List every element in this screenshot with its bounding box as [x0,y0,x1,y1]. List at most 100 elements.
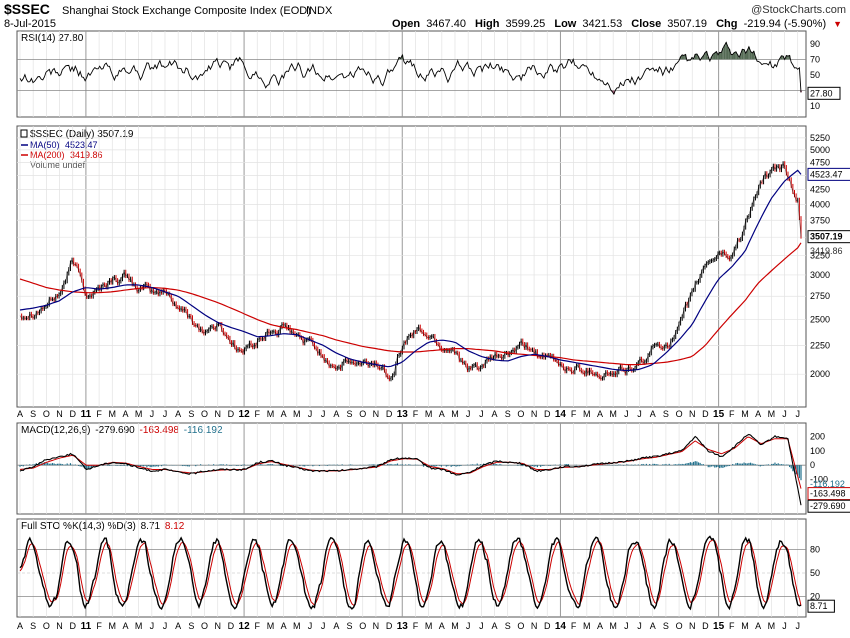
month-label-top-37: S [505,409,511,419]
month-label-top-59: J [795,409,800,419]
stoch-d-line [19,539,802,606]
month-label-top-30: F [413,409,419,419]
stoch-legend: Full STO %K(14,3) %D(3) 8.71 8.12 [21,521,185,532]
month-label-top-43: M [583,409,591,419]
month-label-bottom-54: F [729,621,735,631]
month-label-top-40: D [544,409,551,419]
month-label-top-54: F [729,409,735,419]
month-label-bottom-6: F [96,621,102,631]
month-label-bottom-49: S [663,621,669,631]
month-label-top-53: 15 [713,409,725,420]
month-label-top-56: A [755,409,761,419]
rsi-legend: RSI(14) 27.80 [21,33,84,44]
stoch-legend-k-value: 8.71 [141,521,161,532]
month-label-top-1: S [30,409,36,419]
month-label-top-45: M [609,409,617,419]
month-label-top-27: N [373,409,380,419]
macd-tick-1: 100 [810,446,825,456]
month-label-bottom-3: N [56,621,63,631]
price-plot: 5250500047504500425040003750350032503000… [17,129,850,382]
month-label-bottom-10: J [150,621,155,631]
rsi-panel [16,30,807,118]
high-value: 3599.25 [506,18,546,30]
month-label-top-32: A [439,409,445,419]
month-label-top-42: F [571,409,577,419]
month-label-top-50: O [676,409,683,419]
month-label-bottom-47: J [637,621,642,631]
macd-signal-last-label: -163.498 [810,489,846,499]
down-arrow-icon: ▼ [833,19,842,29]
month-label-bottom-19: M [267,621,275,631]
price-tick-0: 5250 [810,133,830,143]
month-label-top-49: S [663,409,669,419]
stoch-k-line [19,535,802,611]
month-label-top-48: A [650,409,656,419]
rsi-plot: 907050301027.80 [17,39,841,111]
month-label-top-34: J [466,409,471,419]
month-label-bottom-17: 12 [239,621,251,632]
rsi-last-label-box [807,86,841,100]
month-label-bottom-38: O [517,621,524,631]
close-value: 3507.19 [667,18,707,30]
month-label-bottom-27: N [373,621,380,631]
ma50-last-label-box [807,167,850,181]
high-label: High [475,18,500,30]
macd-legend: MACD(12,26,9) -279.690 -163.498 -116.192 [21,425,223,436]
month-label-top-6: F [96,409,102,419]
month-label-bottom-24: A [333,621,339,631]
month-label-bottom-22: J [308,621,313,631]
macd-tick-2: 0 [810,460,815,470]
month-label-top-15: N [214,409,221,419]
month-label-top-3: N [56,409,63,419]
price-legend-volume: Volume undef [30,160,86,170]
month-label-top-19: M [267,409,275,419]
month-label-top-17: 12 [239,409,251,420]
month-label-bottom-26: O [359,621,366,631]
month-label-bottom-14: O [201,621,208,631]
rsi-last-label: 27.80 [810,88,833,98]
ma50-last-label: 4523.47 [810,169,843,179]
rsi-line [19,41,802,96]
price-tick-12: 2250 [810,340,830,350]
month-label-bottom-13: S [188,621,194,631]
month-label-top-38: O [517,409,524,419]
month-label-top-55: M [741,409,749,419]
month-label-top-21: M [293,409,301,419]
stoch-plot: 80 50 208.71 [17,535,835,613]
month-label-top-22: J [308,409,313,419]
month-label-top-46: J [624,409,629,419]
month-label-bottom-53: 15 [713,621,725,632]
month-label-top-5: 11 [81,409,92,420]
month-label-top-24: A [333,409,339,419]
month-label-bottom-11: J [163,621,168,631]
month-label-bottom-1: S [30,621,36,631]
month-label-top-16: D [228,409,235,419]
month-label-top-58: J [782,409,787,419]
month-label-top-31: M [425,409,433,419]
rsi-tick-4: 10 [810,101,820,111]
month-label-top-14: O [201,409,208,419]
ohlc-quote: Open 3467.40 High 3599.25 Low 3421.53 Cl… [392,18,842,30]
macd-line [19,433,802,506]
month-label-top-26: O [359,409,366,419]
month-label-top-33: M [451,409,459,419]
rsi-tick-2: 50 [810,70,820,80]
open-value: 3467.40 [426,18,466,30]
month-label-top-10: J [150,409,155,419]
ma50-line [19,169,802,372]
month-label-bottom-43: M [583,621,591,631]
close-label: Close [631,18,661,30]
macd-legend-hist: -116.192 [184,425,223,436]
month-label-bottom-48: A [650,621,656,631]
month-label-bottom-50: O [676,621,683,631]
price-tick-5: 4000 [810,199,830,209]
month-label-bottom-44: A [597,621,603,631]
month-label-bottom-58: J [782,621,787,631]
month-label-bottom-0: A [17,621,23,631]
low-value: 3421.53 [582,18,622,30]
macd-legend-macd: -279.690 [95,425,135,436]
month-label-bottom-12: A [175,621,181,631]
month-label-top-29: 13 [397,409,409,420]
